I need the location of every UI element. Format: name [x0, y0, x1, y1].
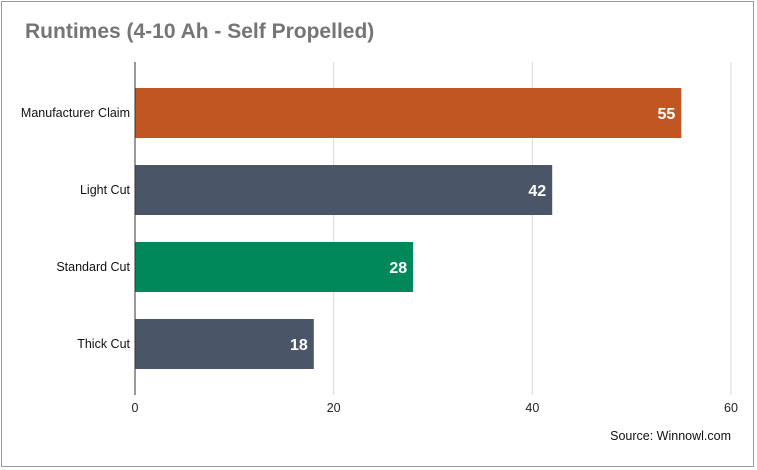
x-tick-label: 40	[525, 401, 539, 415]
x-tick-labels: 0 20 40 60	[132, 401, 738, 415]
x-tick-label: 0	[132, 401, 139, 415]
bar-light-cut	[135, 165, 553, 215]
data-label: 28	[389, 260, 407, 277]
x-tick-label: 20	[327, 401, 341, 415]
bars: 55 42 28 18	[135, 88, 682, 369]
category-label: Manufacturer Claim	[21, 106, 130, 120]
bar-manufacturer-claim	[135, 88, 682, 138]
data-label: 42	[528, 183, 546, 200]
bar-standard-cut	[135, 242, 414, 292]
category-label: Thick Cut	[77, 337, 130, 351]
category-labels: Manufacturer Claim Light Cut Standard Cut T…	[21, 106, 131, 351]
chart-title: Runtimes (4-10 Ah - Self Propelled)	[25, 20, 375, 43]
x-tick-label: 60	[724, 401, 738, 415]
category-label: Light Cut	[80, 183, 131, 197]
data-label: 55	[658, 106, 676, 123]
data-label: 18	[290, 337, 308, 354]
bar-thick-cut	[135, 319, 314, 369]
source-note: Source: Winnowl.com	[610, 429, 731, 443]
category-label: Standard Cut	[56, 260, 130, 274]
